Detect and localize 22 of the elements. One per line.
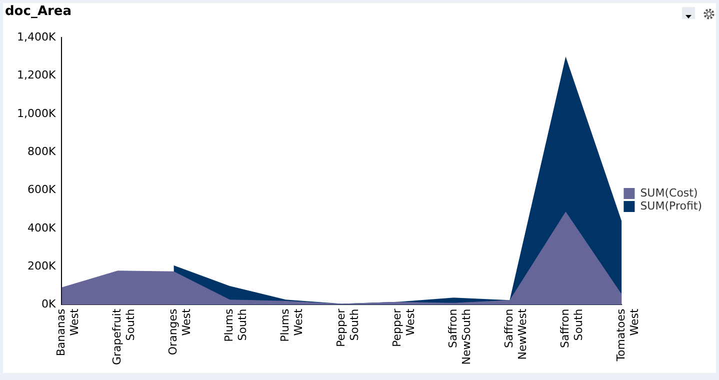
x-tick-label: Saffron South — [558, 308, 585, 348]
y-tick-label: 800K — [27, 144, 56, 158]
chart-title: doc_Area — [5, 4, 72, 19]
y-tick-label: 1,200K — [16, 68, 56, 82]
y-tick-label: 1,000K — [16, 106, 56, 120]
legend-label: SUM(Cost) — [640, 186, 698, 200]
y-tick-label: 0K — [41, 298, 56, 311]
x-tick-label: Saffron NewWest — [502, 308, 529, 360]
y-tick-label: 200K — [27, 259, 56, 272]
y-tick-label: 400K — [27, 221, 56, 234]
x-tick-label: Bananas West — [54, 308, 81, 356]
x-tick-label: Plums South — [222, 308, 249, 342]
x-tick-label: Plums West — [278, 308, 305, 342]
y-tick-label: 1,400K — [16, 30, 56, 44]
x-tick-label: Grapefruit South — [110, 308, 137, 366]
x-tick-label: Oranges West — [166, 308, 193, 356]
x-tick-label: Pepper South — [334, 308, 361, 347]
x-tick-label: Saffron NewSouth — [446, 308, 473, 365]
legend-label: SUM(Profit) — [640, 199, 702, 212]
x-tick-label: Tomatoes West — [614, 308, 641, 362]
x-tick-label: Pepper West — [390, 308, 417, 347]
y-tick-label: 600K — [27, 183, 56, 196]
